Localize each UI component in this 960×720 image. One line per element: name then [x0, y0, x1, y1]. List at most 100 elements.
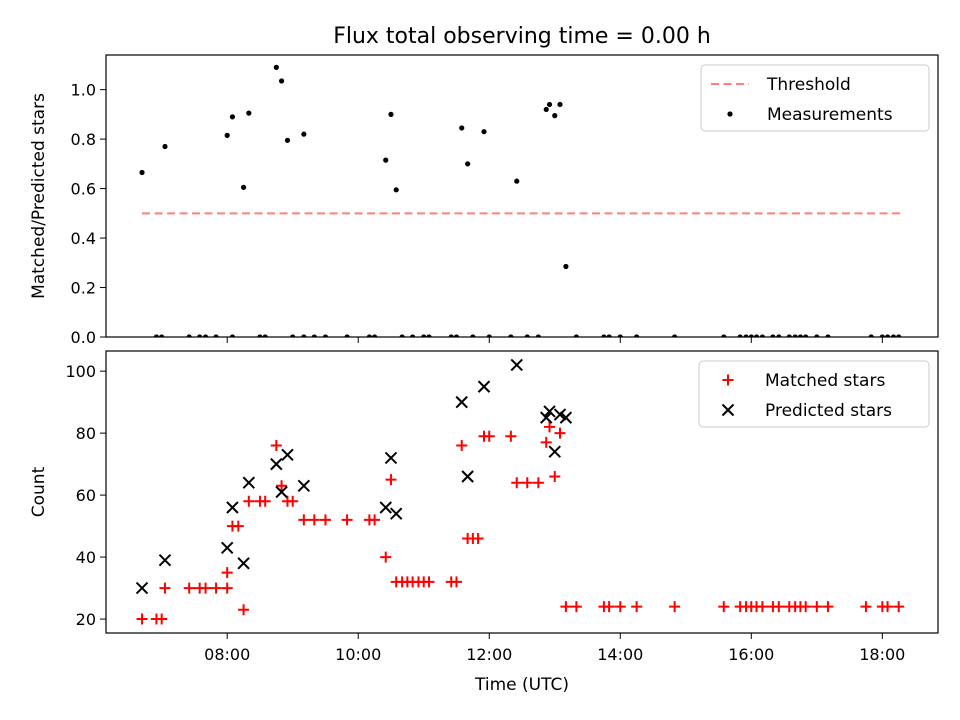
data-point	[890, 334, 897, 337]
data-point	[284, 137, 291, 143]
data-point	[822, 601, 834, 613]
data-point	[246, 110, 252, 116]
legend-label: Predicted stars	[765, 401, 892, 421]
data-point	[470, 334, 476, 337]
data-point	[297, 479, 311, 493]
data-point	[344, 334, 350, 337]
data-point	[229, 114, 236, 120]
data-point	[426, 334, 432, 337]
data-point	[548, 445, 561, 458]
data-point	[159, 582, 171, 594]
legend-box	[700, 64, 930, 132]
data-point	[423, 576, 435, 588]
series-predicted-stars	[135, 358, 573, 595]
data-point	[511, 477, 523, 489]
y-tick-label: 60	[76, 486, 96, 505]
count-panel: 20 40 60 80 100 08:00 10:00 12:00 14:00 16:00 18:0…	[29, 350, 939, 664]
data-point	[213, 334, 219, 337]
data-point	[238, 604, 250, 616]
data-point	[221, 582, 233, 594]
y-axis-label: Matched/Predicted stars	[29, 93, 49, 299]
data-point	[521, 477, 533, 489]
data-point	[270, 457, 283, 471]
data-point	[341, 514, 353, 526]
data-point	[472, 532, 484, 544]
data-point	[811, 601, 823, 613]
data-point	[544, 421, 556, 433]
data-point	[229, 334, 236, 337]
ratio-panel: 0.0 0.2 0.4 0.6 0.8 1.0 Matched/Predicted star…	[29, 54, 939, 347]
data-point	[617, 334, 623, 337]
data-point	[800, 601, 812, 613]
y-tick-label: 0.6	[71, 180, 96, 199]
data-point	[202, 334, 209, 337]
data-point	[237, 557, 250, 570]
data-point	[559, 411, 573, 424]
data-point	[311, 334, 317, 337]
data-point	[546, 101, 553, 108]
data-point	[601, 334, 607, 337]
data-point	[319, 514, 331, 526]
data-point	[243, 495, 255, 507]
data-point	[383, 157, 389, 163]
data-point	[240, 184, 247, 190]
data-point	[281, 448, 294, 462]
data-point	[453, 334, 460, 337]
legend-swatch	[722, 374, 734, 386]
data-point	[718, 601, 730, 613]
x-tick-label: 14:00	[597, 645, 643, 664]
data-point	[759, 334, 766, 337]
data-point	[221, 567, 233, 579]
data-point	[893, 601, 905, 613]
data-point	[450, 576, 462, 588]
y-tick-label: 0.0	[71, 328, 96, 347]
x-tick-label: 12:00	[466, 645, 512, 664]
legend-box	[698, 360, 930, 428]
data-point	[552, 113, 558, 119]
legend: Threshold Measurements	[700, 64, 930, 132]
data-point	[448, 334, 454, 337]
data-point	[159, 334, 165, 337]
data-point	[884, 334, 891, 337]
data-point	[543, 106, 549, 113]
legend-swatch	[727, 111, 733, 117]
data-point	[369, 514, 381, 526]
data-point	[287, 495, 299, 507]
data-point	[409, 334, 416, 337]
data-point	[257, 334, 263, 337]
data-point	[614, 601, 626, 613]
data-point	[481, 129, 487, 135]
data-point	[573, 334, 579, 337]
data-point	[465, 161, 471, 167]
data-point	[456, 440, 468, 452]
data-point	[153, 334, 160, 337]
data-point	[669, 601, 681, 613]
data-point	[136, 613, 148, 625]
data-point	[290, 334, 296, 337]
data-point	[535, 334, 541, 337]
data-point	[371, 334, 378, 337]
data-point	[753, 334, 760, 337]
data-point	[459, 125, 465, 131]
data-point	[158, 553, 172, 567]
data-point	[399, 334, 405, 337]
data-point	[388, 111, 394, 117]
data-point	[270, 440, 282, 452]
y-tick-label: 100	[65, 362, 96, 381]
data-point	[776, 334, 782, 337]
data-point	[896, 334, 902, 337]
y-tick-label: 0.4	[71, 229, 96, 248]
data-point	[262, 334, 268, 337]
legend-label: Threshold	[766, 75, 851, 95]
data-point	[514, 178, 520, 184]
data-point	[737, 334, 743, 337]
data-point	[860, 601, 872, 613]
data-point	[197, 334, 203, 337]
data-point	[379, 501, 392, 514]
data-point	[508, 334, 514, 337]
y-tick-label: 0.2	[71, 279, 96, 298]
data-point	[421, 334, 427, 337]
data-point	[139, 169, 145, 176]
series-measurements	[139, 64, 902, 337]
